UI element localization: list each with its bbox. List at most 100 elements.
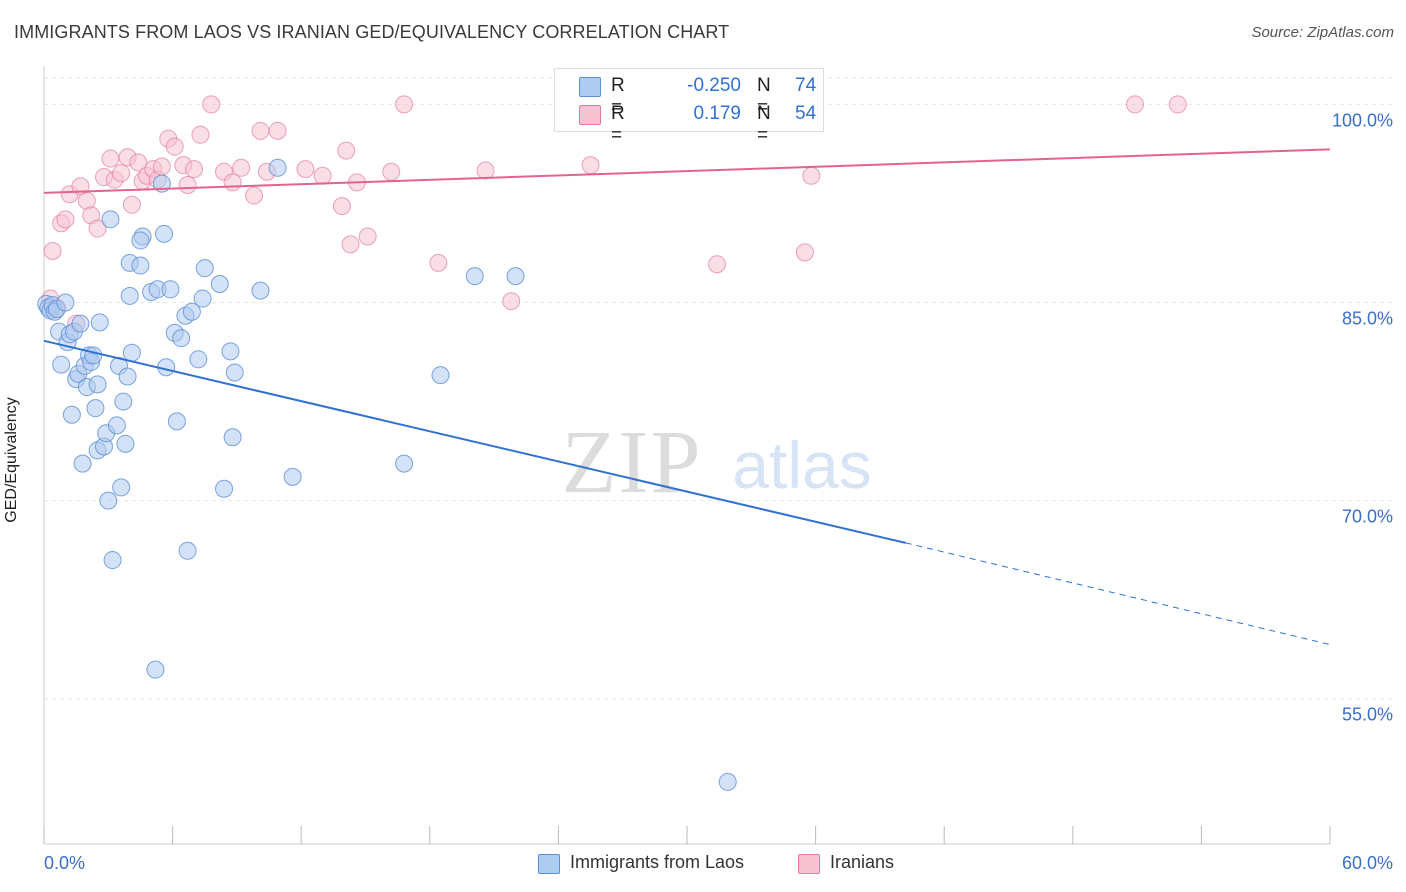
bottom-legend-label-iranians: Iranians [830, 852, 895, 872]
laos-point [178, 541, 197, 560]
watermark-atlas: atlas [732, 428, 871, 502]
iranians-point [185, 160, 204, 179]
axes [43, 66, 1331, 845]
legend-n-value: 74 [795, 75, 817, 96]
iranians-point [795, 243, 814, 262]
y-tick-label: 85.0% [1342, 309, 1393, 329]
watermark: ZIP atlas [562, 413, 872, 512]
bottom-legend-label-laos: Immigrants from Laos [570, 852, 745, 872]
laos-point [268, 158, 287, 177]
tick-labels: 55.0% 70.0% 85.0% 100.0% 0.0% 60.0% [44, 110, 1393, 873]
legend-r-value: 0.179 [693, 103, 741, 124]
y-tick-label: 55.0% [1342, 705, 1393, 725]
laos-point [84, 346, 103, 365]
laos-point [718, 772, 737, 791]
iranians-point [152, 157, 171, 176]
laos-point [189, 350, 208, 369]
iranians-point [382, 162, 401, 181]
correlation-legend: R = -0.250 N = 74 R = 0.179 N = 54 [554, 68, 824, 146]
watermark-zip: ZIP [562, 413, 703, 512]
iranians-point [429, 253, 448, 272]
legend-swatch-iranians [579, 105, 601, 125]
laos-point [225, 363, 244, 382]
laos-point [223, 428, 242, 447]
laos-point [131, 256, 150, 275]
bottom-legend-swatch-iranians [798, 854, 820, 874]
iranians-point [476, 161, 495, 180]
trend-lines [43, 148, 1331, 646]
laos-trend-line [43, 339, 906, 544]
laos-point [52, 355, 71, 374]
iranians-point [313, 166, 332, 185]
x-tick-label: 0.0% [44, 853, 85, 873]
laos-point [88, 375, 107, 394]
iranians-point [245, 186, 264, 205]
legend-r-value: -0.250 [687, 75, 741, 96]
laos-point [71, 314, 90, 333]
iranians-point [88, 219, 107, 238]
iranians-point [268, 121, 287, 140]
laos-point [283, 467, 302, 486]
iranians-point [202, 95, 221, 114]
laos-point [395, 454, 414, 473]
bottom-legend-swatch-laos [538, 854, 560, 874]
laos-point [122, 343, 141, 362]
iranians-point [802, 166, 821, 185]
legend-r-label: R = [611, 75, 625, 118]
laos-point [146, 660, 165, 679]
laos-point [131, 231, 150, 250]
source-label: Source: ZipAtlas.com [1251, 24, 1394, 41]
y-tick-label: 70.0% [1342, 507, 1393, 527]
laos-point [465, 267, 484, 286]
laos-point [431, 366, 450, 385]
laos-point [114, 392, 133, 411]
iranians-trend-line [43, 148, 1331, 194]
iranians-point [129, 153, 148, 172]
laos-points [37, 158, 737, 791]
laos-point [99, 491, 118, 510]
laos-trend-extension [905, 542, 1331, 646]
iranians-point [581, 156, 600, 175]
laos-point [62, 405, 81, 424]
laos-point [56, 293, 75, 312]
iranians-point [178, 175, 197, 194]
chart-title: IMMIGRANTS FROM LAOS VS IRANIAN GED/EQUI… [14, 22, 730, 42]
legend-n-value: 54 [795, 103, 817, 124]
laos-point [73, 454, 92, 473]
y-axis-label: GED/Equivalency [3, 397, 20, 523]
laos-point [90, 313, 109, 332]
iranians-point [1168, 95, 1187, 114]
iranians-point [56, 210, 75, 229]
y-tick-label: 100.0% [1332, 110, 1393, 130]
iranians-point [708, 255, 727, 274]
laos-point [193, 289, 212, 308]
laos-point [155, 224, 174, 243]
legend-r-label: R = [611, 103, 625, 146]
iranians-point [232, 158, 251, 177]
iranians-point [101, 149, 120, 168]
laos-point [182, 302, 201, 321]
laos-point [215, 479, 234, 498]
iranians-point [122, 195, 141, 214]
laos-point [221, 342, 240, 361]
iranians-point [332, 197, 351, 216]
legend-n-label: N = [757, 75, 771, 118]
iranians-point [358, 227, 377, 246]
iranians-point [1125, 95, 1144, 114]
iranians-point [502, 292, 521, 311]
laos-point [120, 286, 139, 305]
laos-point [107, 416, 126, 435]
iranians-point [251, 121, 270, 140]
laos-point [172, 329, 191, 348]
legend-n-label: N = [757, 103, 771, 146]
laos-point [210, 275, 229, 294]
iranians-point [395, 95, 414, 114]
laos-point [506, 267, 525, 286]
laos-point [101, 210, 120, 229]
iranians-point [43, 242, 62, 261]
legend-swatch-laos [579, 77, 601, 97]
laos-point [118, 367, 137, 386]
laos-point [167, 412, 186, 431]
laos-point [251, 281, 270, 300]
